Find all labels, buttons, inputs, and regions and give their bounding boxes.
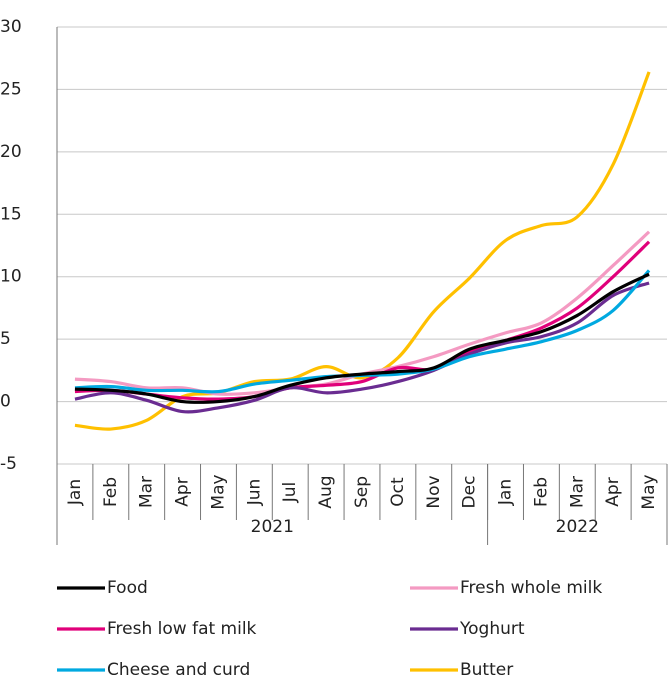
x-tick-label: Mar: [137, 476, 157, 508]
legend-label: Food: [107, 578, 148, 598]
year-label: 2021: [251, 517, 294, 537]
line-series: [74, 272, 650, 404]
legend-label: Fresh low fat milk: [107, 619, 257, 639]
legend-label: Yoghurt: [459, 619, 525, 639]
x-tick-label: Sep: [352, 476, 372, 508]
line-series: [74, 240, 651, 401]
x-tick-label: May: [208, 474, 228, 509]
legend-label: Cheese and curd: [107, 660, 250, 677]
x-tick-label: Apr: [173, 477, 193, 506]
y-tick-label: 10: [0, 267, 22, 287]
year-label: 2022: [556, 517, 599, 537]
y-tick-label: 0: [0, 392, 11, 412]
y-tick-label: 5: [0, 329, 11, 349]
y-tick-label: 25: [0, 79, 22, 99]
y-tick-label: 20: [0, 142, 22, 162]
line-series: [74, 230, 651, 396]
x-tick-label: Oct: [388, 477, 408, 507]
x-tick-label: Mar: [567, 476, 587, 508]
y-tick-label: 15: [0, 204, 22, 224]
x-tick-label: Jan: [65, 479, 85, 506]
x-tick-label: May: [639, 474, 659, 509]
line-series: [74, 281, 650, 414]
y-tick-label: -5: [0, 454, 17, 474]
x-tick-label: Dec: [460, 476, 480, 509]
x-tick-label: Jul: [280, 482, 300, 504]
legend-label: Fresh whole milk: [460, 578, 602, 598]
x-tick-label: Jan: [496, 479, 516, 506]
x-tick-label: Feb: [101, 477, 121, 507]
legend-label: Butter: [460, 660, 513, 677]
x-tick-label: Feb: [531, 477, 551, 507]
x-tick-label: Nov: [424, 475, 444, 508]
x-tick-label: Apr: [603, 477, 623, 506]
x-tick-label: Aug: [316, 475, 336, 508]
x-tick-label: Jun: [244, 479, 264, 507]
y-tick-label: 30: [0, 17, 22, 37]
